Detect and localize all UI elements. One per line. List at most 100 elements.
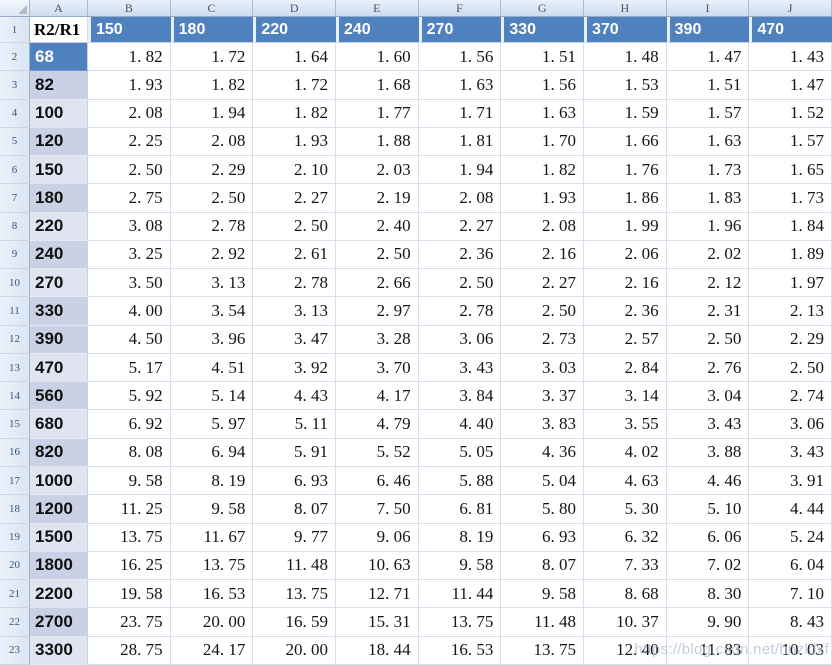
cell-C20[interactable]: 13. 75 — [170, 551, 254, 581]
cell-H21[interactable]: 8. 68 — [583, 580, 667, 609]
cell-B8[interactable]: 3. 08 — [88, 212, 171, 241]
cell-G23[interactable]: 13. 75 — [501, 636, 584, 665]
cell-G7[interactable]: 1. 93 — [501, 184, 584, 213]
column-header-I[interactable]: I — [667, 0, 750, 16]
cell-E21[interactable]: 12. 71 — [335, 580, 419, 609]
cell-J15[interactable]: 3. 06 — [749, 410, 832, 439]
cell-H7[interactable]: 1. 86 — [583, 184, 667, 213]
cell-H18[interactable]: 5. 30 — [583, 495, 667, 524]
cell-C17[interactable]: 8. 19 — [170, 466, 254, 496]
cell-F18[interactable]: 6. 81 — [418, 495, 502, 524]
cell-A4[interactable]: 100 — [30, 99, 88, 128]
row-header-22[interactable]: 22 — [0, 608, 30, 637]
cell-G21[interactable]: 9. 58 — [501, 580, 584, 609]
cell-J22[interactable]: 8. 43 — [749, 608, 832, 637]
cell-F7[interactable]: 2. 08 — [418, 184, 502, 213]
cell-F9[interactable]: 2. 36 — [418, 240, 502, 270]
cell-G8[interactable]: 2. 08 — [501, 212, 584, 241]
cell-D8[interactable]: 2. 50 — [253, 212, 336, 241]
cell-C18[interactable]: 9. 58 — [170, 495, 254, 524]
cell-I15[interactable]: 3. 43 — [666, 410, 750, 439]
cell-C3[interactable]: 1. 82 — [170, 71, 254, 100]
cell-A17[interactable]: 1000 — [30, 466, 88, 496]
cell-I21[interactable]: 8. 30 — [666, 580, 750, 609]
cell-D13[interactable]: 3. 92 — [253, 353, 336, 383]
cell-H11[interactable]: 2. 36 — [583, 297, 667, 326]
cell-F20[interactable]: 9. 58 — [418, 551, 502, 581]
cell-J6[interactable]: 1. 65 — [749, 156, 832, 185]
cell-F4[interactable]: 1. 71 — [418, 99, 502, 128]
cell-C9[interactable]: 2. 92 — [170, 240, 254, 270]
row-header-14[interactable]: 14 — [0, 382, 30, 411]
cell-J3[interactable]: 1. 47 — [749, 71, 832, 100]
cell-F13[interactable]: 3. 43 — [418, 353, 502, 383]
cell-C11[interactable]: 3. 54 — [170, 297, 254, 326]
cell-G3[interactable]: 1. 56 — [501, 71, 584, 100]
cell-D1[interactable]: 220 — [253, 17, 336, 43]
cell-D20[interactable]: 11. 48 — [253, 551, 336, 581]
cell-E10[interactable]: 2. 66 — [335, 269, 419, 298]
cell-C13[interactable]: 4. 51 — [170, 353, 254, 383]
cell-I2[interactable]: 1. 47 — [666, 43, 750, 72]
cell-C16[interactable]: 6. 94 — [170, 438, 254, 467]
cell-A6[interactable]: 150 — [30, 156, 88, 185]
cell-G2[interactable]: 1. 51 — [501, 43, 584, 72]
cell-B16[interactable]: 8. 08 — [88, 438, 171, 467]
cell-H13[interactable]: 2. 84 — [583, 353, 667, 383]
cell-D21[interactable]: 13. 75 — [253, 580, 336, 609]
cell-A8[interactable]: 220 — [30, 212, 88, 241]
row-header-11[interactable]: 11 — [0, 297, 30, 326]
cell-C1[interactable]: 180 — [170, 17, 254, 43]
cell-A23[interactable]: 3300 — [30, 636, 88, 665]
row-header-5[interactable]: 5 — [0, 127, 30, 157]
cell-J1[interactable]: 470 — [749, 17, 832, 43]
cell-C8[interactable]: 2. 78 — [170, 212, 254, 241]
column-header-D[interactable]: D — [253, 0, 336, 16]
cell-C7[interactable]: 2. 50 — [170, 184, 254, 213]
cell-I4[interactable]: 1. 57 — [666, 99, 750, 128]
cell-I6[interactable]: 1. 73 — [666, 156, 750, 185]
cell-B10[interactable]: 3. 50 — [88, 269, 171, 298]
cell-I7[interactable]: 1. 83 — [666, 184, 750, 213]
cell-J20[interactable]: 6. 04 — [749, 551, 832, 581]
cell-H17[interactable]: 4. 63 — [583, 466, 667, 496]
row-header-19[interactable]: 19 — [0, 523, 30, 552]
column-header-J[interactable]: J — [749, 0, 832, 16]
cell-G4[interactable]: 1. 63 — [501, 99, 584, 128]
column-header-H[interactable]: H — [584, 0, 667, 16]
row-header-18[interactable]: 18 — [0, 495, 30, 524]
cell-J16[interactable]: 3. 43 — [749, 438, 832, 467]
cell-I8[interactable]: 1. 96 — [666, 212, 750, 241]
cell-F6[interactable]: 1. 94 — [418, 156, 502, 185]
cell-J5[interactable]: 1. 57 — [749, 127, 832, 157]
cell-I20[interactable]: 7. 02 — [666, 551, 750, 581]
cell-D12[interactable]: 3. 47 — [253, 325, 336, 354]
cell-G22[interactable]: 11. 48 — [501, 608, 584, 637]
cell-E2[interactable]: 1. 60 — [335, 43, 419, 72]
cell-E12[interactable]: 3. 28 — [335, 325, 419, 354]
cell-G9[interactable]: 2. 16 — [501, 240, 584, 270]
cell-D23[interactable]: 20. 00 — [253, 636, 336, 665]
cell-C2[interactable]: 1. 72 — [170, 43, 254, 72]
cell-F14[interactable]: 3. 84 — [418, 382, 502, 411]
cell-B9[interactable]: 3. 25 — [88, 240, 171, 270]
cell-J10[interactable]: 1. 97 — [749, 269, 832, 298]
cell-J12[interactable]: 2. 29 — [749, 325, 832, 354]
cell-A11[interactable]: 330 — [30, 297, 88, 326]
cell-H4[interactable]: 1. 59 — [583, 99, 667, 128]
cell-F11[interactable]: 2. 78 — [418, 297, 502, 326]
cell-B23[interactable]: 28. 75 — [88, 636, 171, 665]
cell-H12[interactable]: 2. 57 — [583, 325, 667, 354]
cell-F8[interactable]: 2. 27 — [418, 212, 502, 241]
row-header-12[interactable]: 12 — [0, 325, 30, 354]
cell-B19[interactable]: 13. 75 — [88, 523, 171, 552]
row-header-16[interactable]: 16 — [0, 438, 30, 467]
cell-G5[interactable]: 1. 70 — [501, 127, 584, 157]
cell-H8[interactable]: 1. 99 — [583, 212, 667, 241]
cell-I16[interactable]: 3. 88 — [666, 438, 750, 467]
cell-A3[interactable]: 82 — [30, 71, 88, 100]
cell-J19[interactable]: 5. 24 — [749, 523, 832, 552]
cell-A1[interactable]: R2/R1 — [30, 17, 88, 43]
cell-H10[interactable]: 2. 16 — [583, 269, 667, 298]
cell-A20[interactable]: 1800 — [30, 551, 88, 581]
